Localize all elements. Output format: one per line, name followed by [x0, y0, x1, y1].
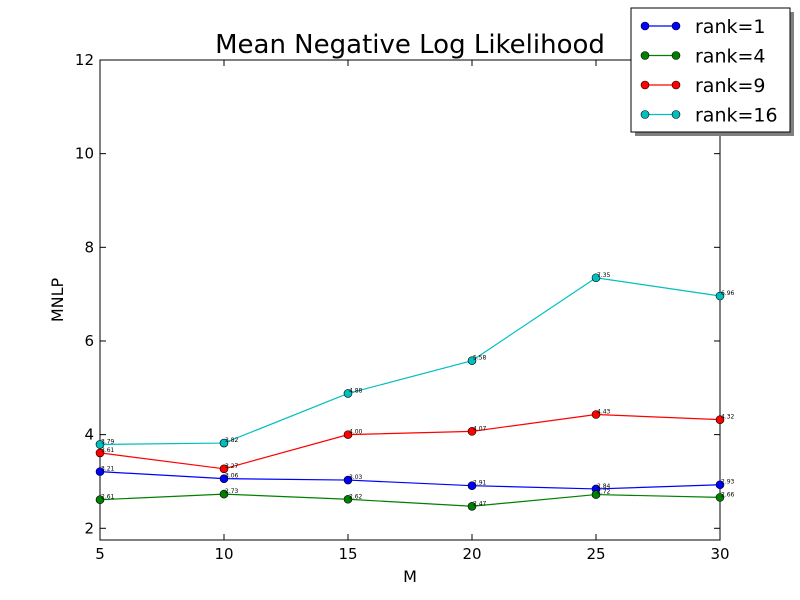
data-label: 3.61: [101, 447, 115, 454]
data-point: [467, 356, 477, 365]
x-axis-label: M: [403, 567, 417, 586]
legend-item: rank=4: [640, 46, 766, 68]
legend-label: rank=16: [695, 105, 778, 127]
data-label: 2.93: [721, 479, 735, 486]
data-label: 2.47: [473, 500, 487, 507]
data-point: [95, 495, 105, 505]
data-point: [95, 440, 105, 449]
data-point: [715, 480, 725, 490]
legend-marker: [640, 21, 650, 31]
x-tick-label: 30: [710, 545, 729, 563]
series-rank=9: 3.61 3.27 4.00 4.07 4.43 4.32: [95, 408, 735, 474]
data-label: 3.21: [101, 466, 115, 473]
data-label: 6.96: [721, 290, 735, 297]
data-label: 5.58: [473, 355, 487, 362]
data-label: 2.84: [597, 483, 611, 490]
data-label: 4.00: [349, 429, 363, 436]
x-tick-label: 25: [586, 545, 605, 563]
data-label: 3.79: [101, 438, 115, 445]
data-point: [343, 494, 353, 504]
y-tick-label: 4: [84, 426, 94, 444]
y-tick-label: 12: [75, 51, 94, 69]
legend: rank=1 rank=4 rank=9 rank=16: [630, 7, 794, 136]
legend-label: rank=1: [695, 16, 766, 38]
legend-box: [630, 7, 791, 133]
data-label: 3.03: [349, 474, 363, 481]
data-label: 3.06: [225, 473, 239, 480]
legend-item: rank=1: [640, 16, 766, 38]
data-point: [467, 427, 477, 436]
legend-marker: [640, 80, 650, 90]
data-point: [343, 475, 353, 485]
data-point: [343, 389, 353, 398]
data-label: 4.88: [349, 387, 363, 394]
legend-marker: [671, 21, 681, 31]
legend-marker: [640, 110, 650, 119]
y-tick-label: 8: [84, 238, 94, 256]
data-label: 4.07: [473, 425, 487, 432]
legend-item: rank=9: [640, 75, 766, 97]
legend-marker: [671, 80, 681, 90]
data-point: [95, 467, 105, 476]
data-point: [467, 481, 477, 490]
data-point: [219, 489, 229, 499]
data-point: [219, 474, 229, 483]
data-label: 2.72: [597, 489, 611, 496]
series-rank=1: 3.21 3.06 3.03 2.91 2.84 2.93: [95, 466, 735, 494]
data-label: 2.91: [473, 480, 487, 487]
data-point: [343, 430, 353, 439]
y-axis-label: MNLP: [48, 277, 67, 322]
data-label: 4.32: [721, 414, 735, 421]
data-point: [219, 438, 229, 448]
series-line: [99, 471, 721, 490]
data-label: 3.27: [225, 463, 239, 470]
data-point: [95, 448, 105, 458]
x-tick-label: 5: [95, 545, 105, 563]
legend-item: rank=16: [640, 105, 778, 127]
series-line: [99, 277, 721, 446]
legend-label: rank=4: [695, 46, 766, 68]
data-point: [219, 464, 229, 474]
legend-label: rank=9: [695, 75, 766, 97]
series-line: [99, 493, 721, 507]
legend-marker: [671, 51, 681, 60]
series-rank=4: 2.61 2.73 2.62 2.47 2.72 2.66: [95, 488, 735, 511]
x-tick-label: 20: [462, 545, 481, 563]
legend-marker: [671, 110, 681, 119]
data-point: [715, 291, 725, 301]
x-tick-label: 15: [338, 545, 357, 563]
series-rank=16: 3.79 3.82 4.88 5.58 7.35 6.96: [95, 272, 735, 449]
data-point: [591, 410, 601, 419]
data-point: [591, 490, 601, 499]
data-label: 2.61: [101, 494, 115, 501]
data-point: [591, 273, 601, 283]
y-tick-label: 2: [84, 519, 94, 537]
data-label: 3.82: [225, 437, 239, 444]
data-point: [715, 493, 725, 502]
data-label: 2.73: [225, 488, 239, 495]
data-label: 7.35: [597, 272, 611, 279]
series-line: [99, 413, 721, 470]
chart-title: Mean Negative Log Likelihood: [215, 30, 605, 60]
legend-marker: [640, 51, 650, 60]
x-tick-label: 10: [214, 545, 233, 563]
data-label: 2.62: [349, 493, 363, 500]
y-tick-label: 6: [84, 332, 94, 350]
data-point: [715, 415, 725, 424]
data-label: 2.66: [721, 491, 735, 498]
y-tick-label: 10: [75, 145, 94, 163]
data-label: 4.43: [597, 408, 611, 415]
data-point: [467, 501, 477, 511]
